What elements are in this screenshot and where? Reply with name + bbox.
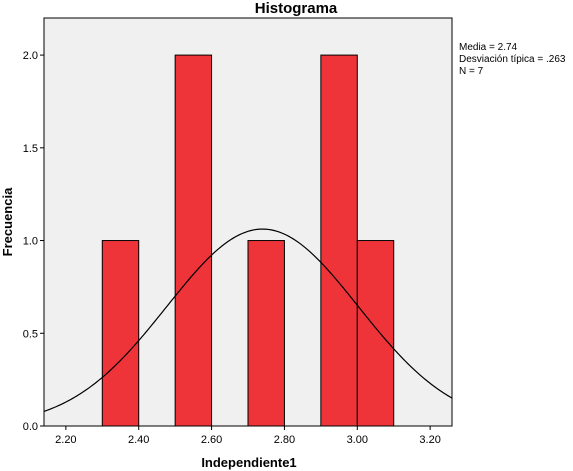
y-tick-label: 2.0 (23, 50, 38, 62)
histogram-bar-1 (101, 240, 140, 427)
x-tick-label: 2.20 (55, 434, 76, 446)
histogram-bar-4 (320, 54, 358, 427)
normal-curve (43, 228, 453, 412)
x-tick-label: 2.60 (201, 434, 222, 446)
stats-mean: Media = 2.74 (459, 42, 518, 53)
stats-sd: Desviación típica = .263 (459, 54, 566, 65)
x-tick-label: 2.80 (274, 434, 295, 446)
stats-box: Media = 2.74 Desviación típica = .263 N … (459, 42, 566, 77)
chart-title: Histograma (255, 0, 338, 17)
x-axis-ticks: 2.20 2.40 2.60 2.80 3.00 3.20 (55, 426, 441, 446)
y-tick-label: 0.5 (23, 328, 38, 340)
y-tick-label: 1.5 (23, 143, 38, 155)
y-tick-label: 0.0 (23, 421, 38, 433)
y-tick-label: 1.0 (23, 236, 38, 248)
bars-group (101, 54, 395, 427)
x-tick-label: 3.20 (419, 434, 440, 446)
stats-n: N = 7 (459, 66, 484, 77)
y-axis-ticks: 0.0 0.5 1.0 1.5 2.0 (23, 50, 44, 433)
y-axis-label: Frecuencia (0, 187, 15, 256)
x-tick-label: 3.00 (347, 434, 368, 446)
x-tick-label: 2.40 (128, 434, 149, 446)
histogram-bar-2 (174, 54, 213, 427)
x-axis-label: Independiente1 (201, 455, 296, 470)
histogram-bar-5 (356, 240, 395, 427)
histogram-bar-3 (247, 240, 285, 427)
